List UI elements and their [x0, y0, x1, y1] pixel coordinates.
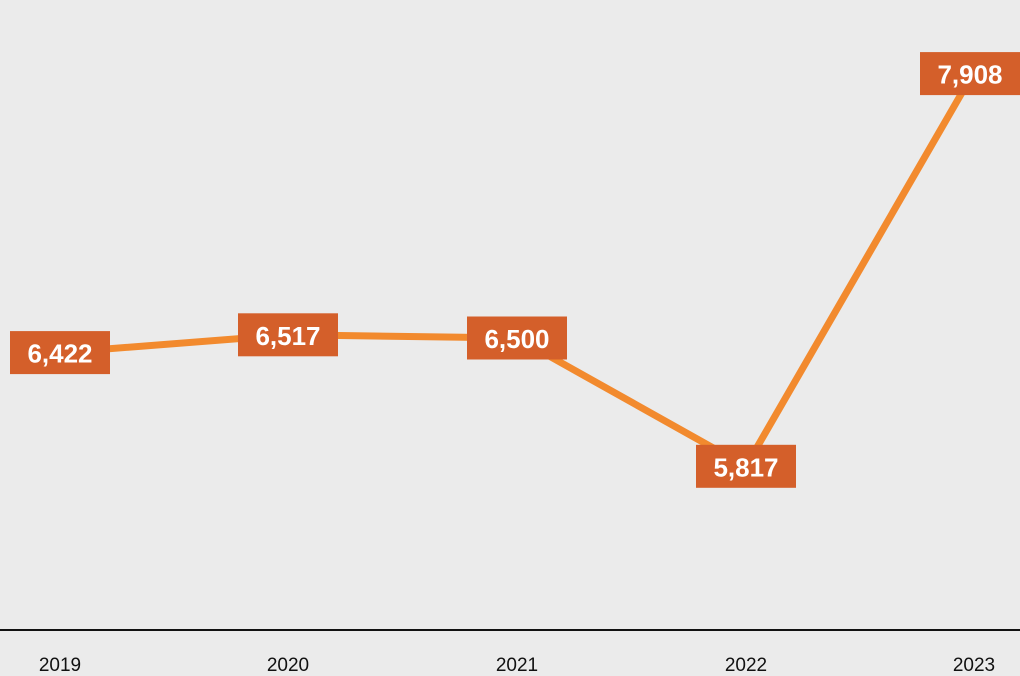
x-tick-label-2022: 2022: [725, 655, 767, 676]
value-labels: 6,422 6,517 6,500 5,817 7,908: [10, 52, 1020, 488]
data-label-box-2022: [696, 444, 796, 488]
data-label-2022: 5,817: [713, 452, 778, 482]
x-tick-label-2019: 2019: [39, 655, 81, 676]
x-tick-label-2020: 2020: [267, 655, 309, 676]
data-label-2020: 6,517: [255, 321, 320, 351]
data-point-2019: 6,422: [10, 331, 110, 375]
data-point-2021: 6,500: [467, 316, 567, 360]
x-tick-label-2023: 2023: [953, 655, 995, 676]
x-axis-ticks: 2019 2020 2021 2022 2023: [39, 655, 995, 676]
data-label-2023: 7,908: [937, 60, 1002, 90]
data-point-2023: 7,908: [920, 52, 1020, 96]
data-label-box-2023: [920, 52, 1020, 96]
data-label-2019: 6,422: [27, 339, 92, 369]
x-tick-label-2021: 2021: [496, 655, 538, 676]
data-point-2022: 5,817: [696, 444, 796, 488]
data-label-box-2020: [238, 313, 338, 357]
data-point-2020: 6,517: [238, 313, 338, 357]
data-label-box-2021: [467, 316, 567, 360]
data-label-2021: 6,500: [484, 324, 549, 354]
data-label-box-2019: [10, 331, 110, 375]
